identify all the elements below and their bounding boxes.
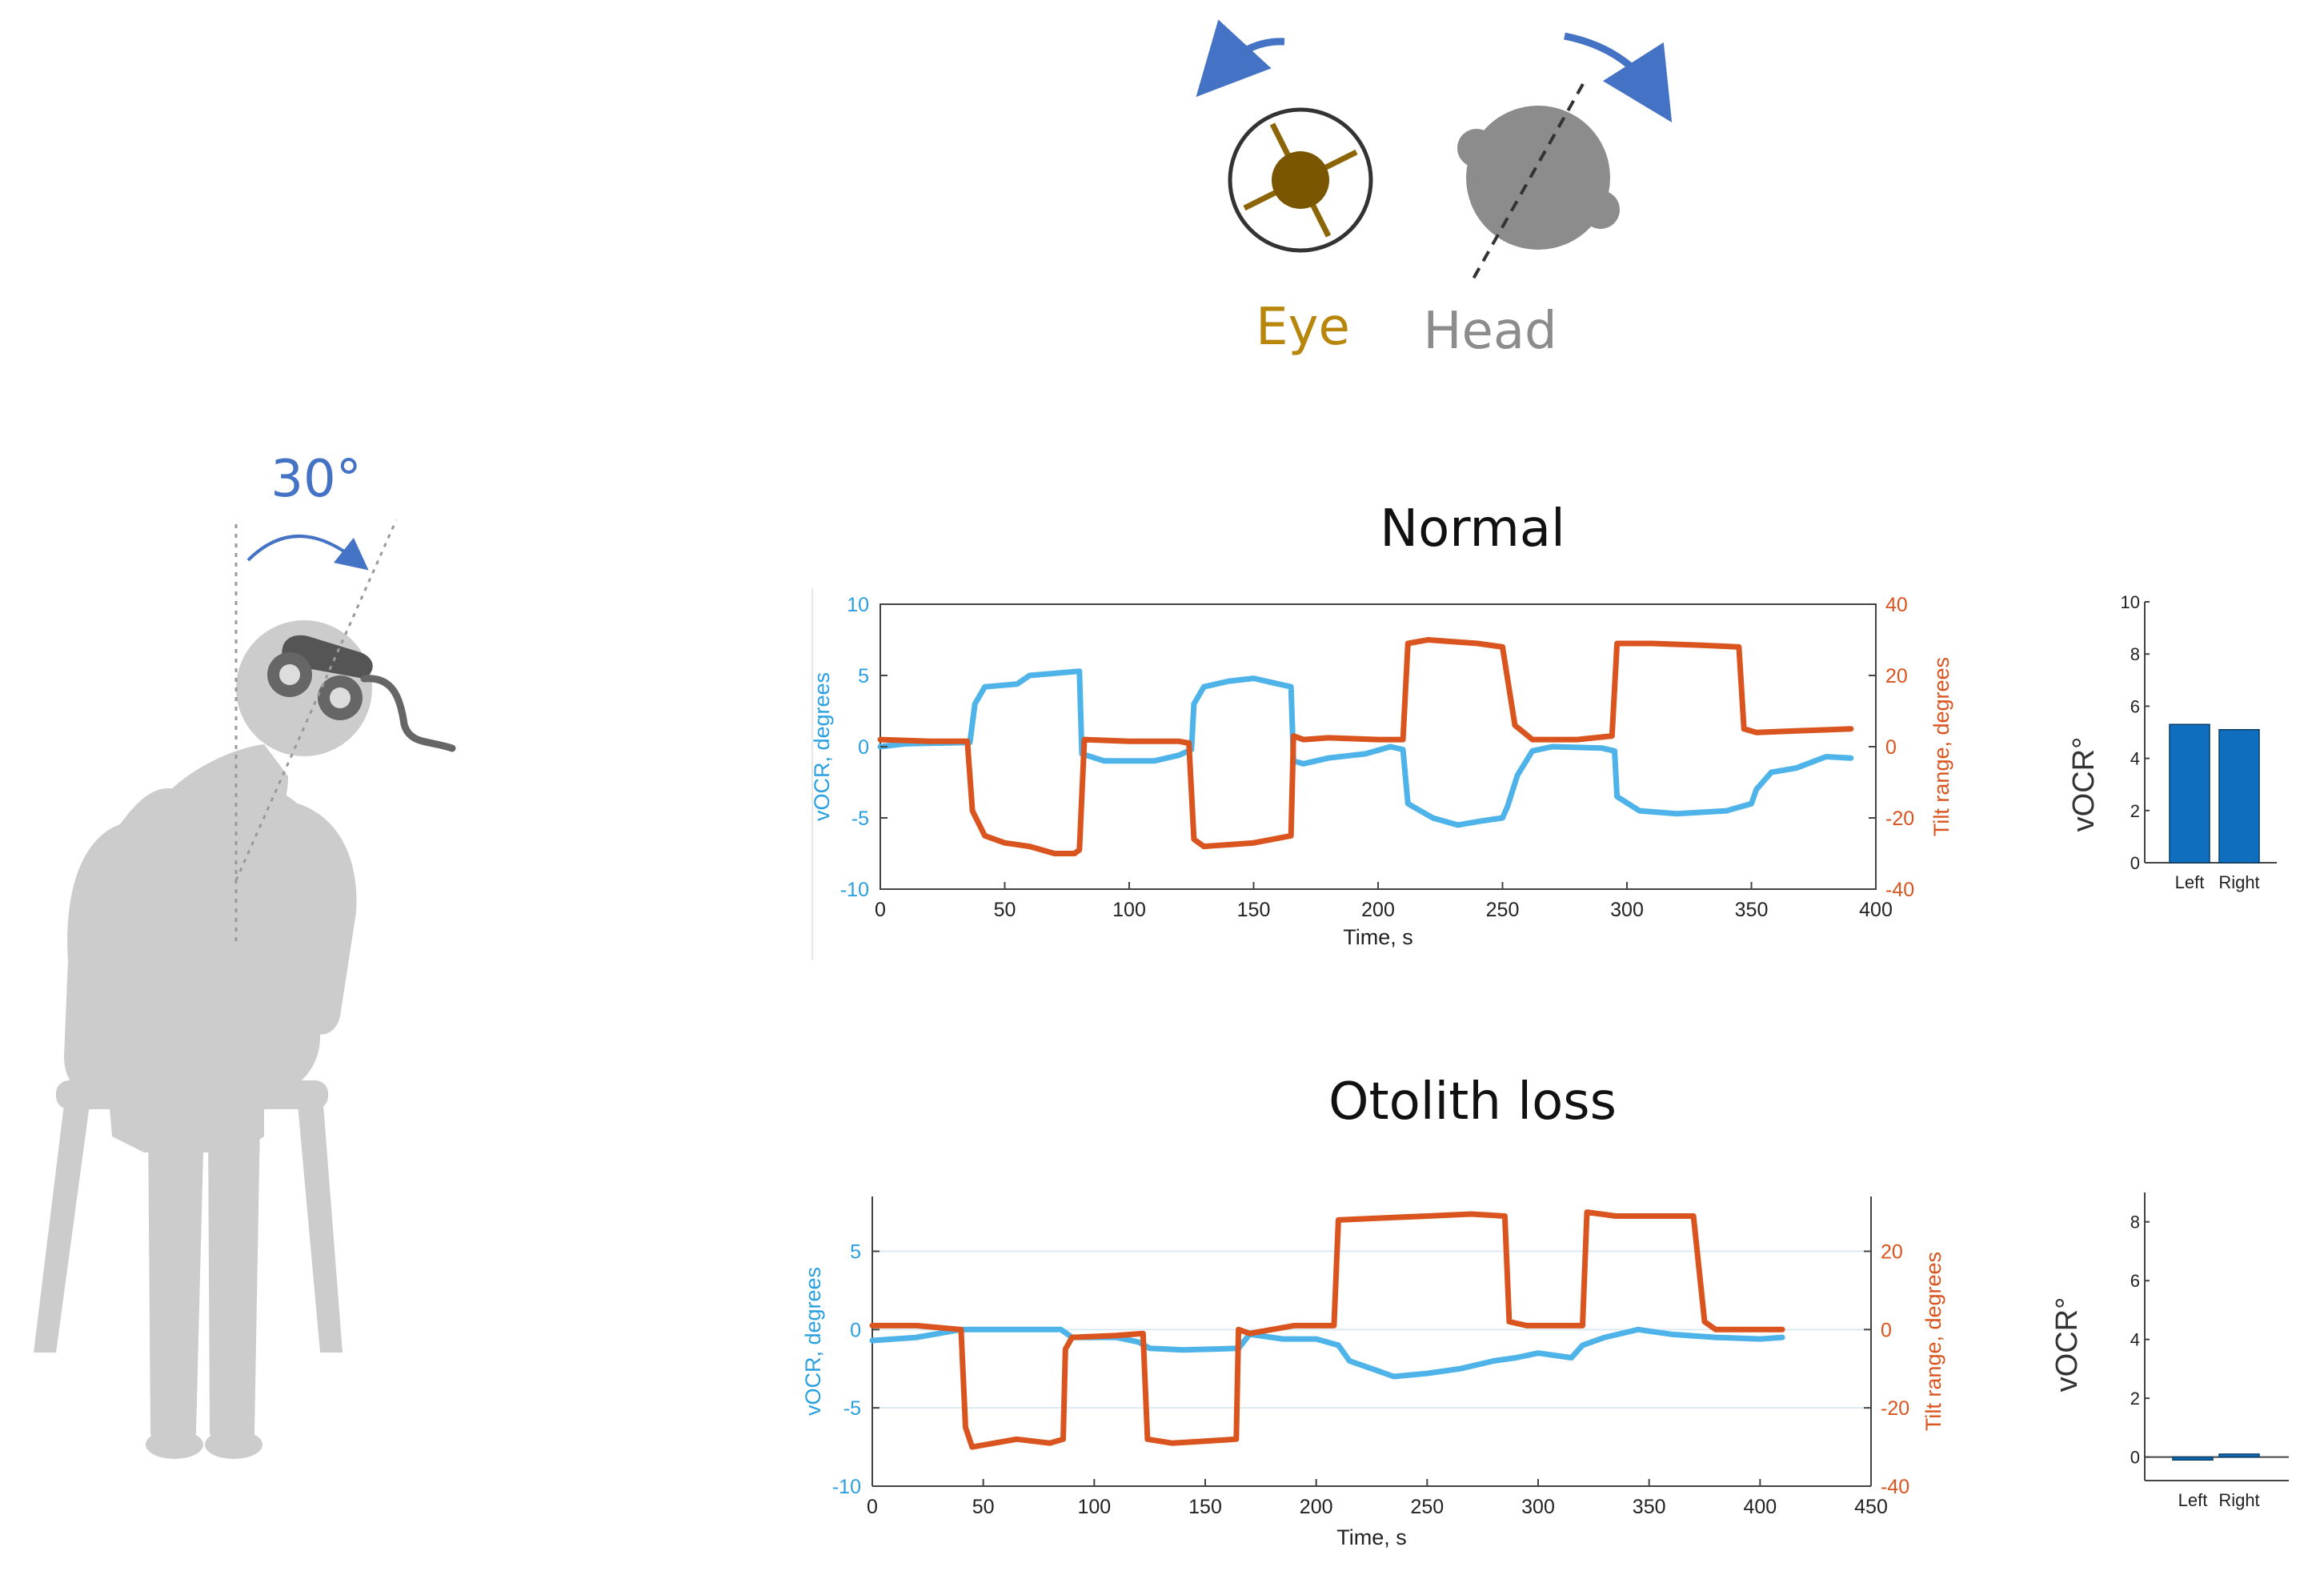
normal-left-tick-label: 0	[858, 736, 869, 759]
otolith-right-tick-label: -20	[1881, 1397, 1909, 1420]
normal-x-tick-label: 0	[875, 899, 886, 921]
normal-x-tick-label: 400	[1859, 899, 1893, 921]
normal-time-series-chart: Normal 0 50 100 150 200 250 300 350 400-10-50510…	[810, 499, 1953, 960]
normal-bar-y-tick-label: 4	[2130, 749, 2140, 769]
otolith-left-axis-label: vOCR, degrees	[801, 1267, 825, 1416]
normal-x-axis-label: Time, s	[1343, 925, 1413, 949]
normal-right-tick-label: 40	[1885, 594, 1908, 616]
otolith-right-axis-label: Tilt range, degrees	[1921, 1252, 1945, 1431]
otolith-x-tick-label: 400	[1743, 1496, 1777, 1518]
otolith-right-tick-label: -40	[1881, 1476, 1909, 1498]
normal-bar-y-tick-label: 10	[2121, 592, 2140, 612]
otolith-right-tick-label: 0	[1881, 1319, 1892, 1341]
otolith-left-tick-label: -10	[832, 1476, 861, 1498]
tilt-angle-label: 30°	[270, 450, 361, 509]
eye-icon	[1228, 107, 1373, 253]
otolith-loss-time-series-chart: Otolith loss 0 50 100 150 200 250 300 350 400 450…	[801, 1072, 1945, 1549]
otolith-left-tick-label: 0	[850, 1319, 861, 1341]
head-rotation-arrow-icon	[1564, 32, 1673, 122]
normal-x-tick-label: 250	[1486, 899, 1520, 921]
otolith-bar-y-tick-label: 0	[2130, 1448, 2140, 1468]
eye-label: Eye	[1256, 298, 1350, 357]
otolith-x-tick-label: 100	[1077, 1496, 1111, 1518]
otolith-x-tick-label: 250	[1410, 1496, 1444, 1518]
normal-x-tick-label: 350	[1735, 899, 1769, 921]
normal-chart-title: Normal	[1380, 499, 1565, 559]
normal-x-tick-label: 200	[1361, 899, 1395, 921]
normal-left-tick-label: 10	[847, 594, 869, 616]
eye-rotation-arrow-icon	[1196, 19, 1285, 98]
goggles-icon	[267, 635, 456, 752]
normal-bar-bar-left	[2169, 723, 2210, 864]
otolith-x-axis-label: Time, s	[1336, 1525, 1407, 1549]
normal-bar-y-tick-label: 6	[2130, 696, 2140, 716]
normal-bar-bar-right	[2218, 728, 2260, 864]
otolith-bar-y-axis-label: vOCR°	[2050, 1297, 2084, 1393]
normal-right-tick-label: 0	[1885, 736, 1897, 759]
normal-tilt-series-line	[877, 637, 1854, 856]
otolith-bar-bar-right	[2218, 1453, 2260, 1458]
normal-vocr-series-line	[877, 668, 1854, 828]
normal-x-tick-label: 50	[994, 899, 1016, 921]
otolith-bar-category-label: Left	[2178, 1490, 2208, 1510]
normal-bar-y-tick-label: 0	[2130, 853, 2140, 873]
normal-bar-y-tick-label: 2	[2130, 801, 2140, 821]
otolith-x-tick-label: 0	[867, 1496, 878, 1518]
normal-bar-y-tick-label: 8	[2130, 644, 2140, 664]
otolith-bar-bar-left	[2172, 1456, 2214, 1461]
otolith-x-tick-label: 150	[1188, 1496, 1222, 1518]
normal-x-tick-label: 300	[1610, 899, 1644, 921]
otolith-vocr-series-line	[869, 1326, 1785, 1380]
otolith-left-tick-label: 5	[850, 1240, 861, 1263]
otolith-x-tick-label: 450	[1854, 1496, 1888, 1518]
normal-bar-chart: 0 2 4 6 8 10 Left Right vOCR°	[2067, 592, 2277, 892]
normal-left-tick-label: 5	[858, 665, 869, 687]
normal-left-tick-label: -10	[840, 879, 869, 901]
normal-right-axis-label: Tilt range, degrees	[1929, 657, 1953, 836]
eye-head-illustration: Eye Head	[1196, 19, 1673, 361]
normal-right-tick-label: -20	[1885, 808, 1914, 830]
head-icon	[1457, 83, 1620, 281]
otolith-bar-y-tick-label: 4	[2130, 1330, 2140, 1350]
otolith-x-tick-label: 50	[972, 1496, 995, 1518]
normal-x-tick-label: 150	[1237, 899, 1271, 921]
otolith-chart-title: Otolith loss	[1328, 1072, 1617, 1132]
seated-person-illustration: 30°	[34, 450, 456, 1459]
otolith-bar-y-tick-label: 8	[2130, 1212, 2140, 1232]
normal-x-tick-label: 100	[1112, 899, 1146, 921]
normal-right-tick-label: -40	[1885, 879, 1914, 901]
otolith-bar-category-label: Right	[2218, 1490, 2259, 1510]
normal-bar-category-label: Right	[2218, 872, 2259, 892]
normal-bar-category-label: Left	[2175, 872, 2205, 892]
otolith-right-tick-label: 20	[1881, 1240, 1903, 1263]
normal-bar-y-axis-label: vOCR°	[2067, 737, 2101, 832]
normal-left-axis-label: vOCR, degrees	[810, 672, 834, 821]
otolith-bar-y-tick-label: 2	[2130, 1389, 2140, 1409]
otolith-x-tick-label: 350	[1633, 1496, 1666, 1518]
otolith-x-tick-label: 200	[1300, 1496, 1333, 1518]
otolith-x-tick-label: 300	[1521, 1496, 1555, 1518]
normal-left-tick-label: -5	[851, 808, 869, 830]
otolith-loss-bar-chart: 0 2 4 6 8 Left Right vOCR°	[2050, 1192, 2289, 1510]
otolith-bar-y-tick-label: 6	[2130, 1271, 2140, 1291]
head-label: Head	[1423, 302, 1557, 361]
normal-right-tick-label: 20	[1885, 665, 1908, 687]
otolith-tilt-series-line	[869, 1209, 1785, 1450]
otolith-left-tick-label: -5	[843, 1397, 861, 1420]
